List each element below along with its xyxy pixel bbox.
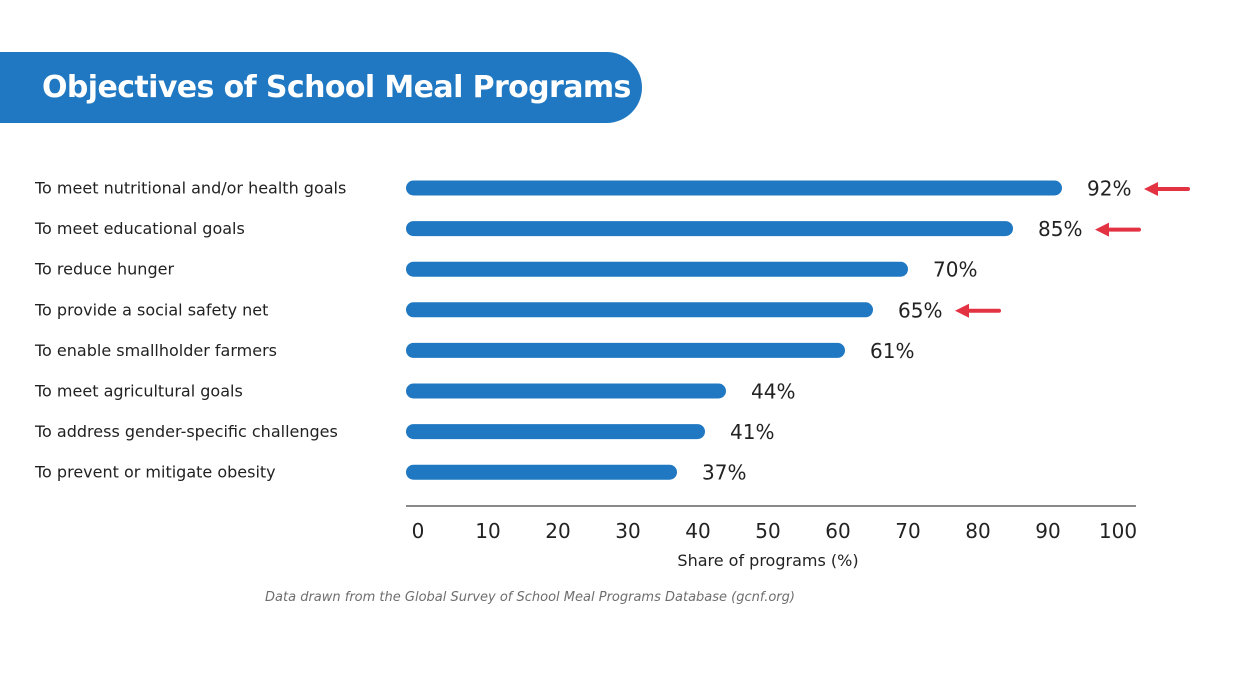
x-tick-label: 30 xyxy=(615,519,640,543)
category-label: To prevent or mitigate obesity xyxy=(34,463,276,482)
bar xyxy=(406,302,873,318)
page-title: Objectives of School Meal Programs xyxy=(42,70,631,105)
category-label: To address gender-specific challenges xyxy=(34,422,338,441)
value-label: 41% xyxy=(730,420,774,444)
bars xyxy=(406,180,1062,480)
x-tick-label: 20 xyxy=(545,519,570,543)
category-label: To reduce hunger xyxy=(34,260,174,279)
value-label: 85% xyxy=(1038,217,1082,241)
value-label: 65% xyxy=(898,298,942,322)
value-label: 92% xyxy=(1087,177,1131,201)
x-tick-label: 60 xyxy=(825,519,850,543)
x-tick-label: 100 xyxy=(1099,519,1137,543)
x-tick-label: 40 xyxy=(685,519,710,543)
value-label: 70% xyxy=(933,258,977,282)
x-tick-label: 10 xyxy=(475,519,500,543)
x-axis-title: Share of programs (%) xyxy=(677,551,858,570)
value-label: 44% xyxy=(751,380,795,404)
highlight-arrows xyxy=(955,182,1190,318)
bar xyxy=(406,221,1013,237)
source-note: Data drawn from the Global Survey of Sch… xyxy=(265,590,795,605)
bar xyxy=(406,180,1062,196)
highlight-arrow-icon xyxy=(1095,222,1141,237)
category-label: To meet educational goals xyxy=(34,219,245,238)
x-tick-label: 80 xyxy=(965,519,990,543)
x-tick-label: 70 xyxy=(895,519,920,543)
value-label: 37% xyxy=(702,461,746,485)
value-label: 61% xyxy=(870,339,914,363)
x-tick-label: 90 xyxy=(1035,519,1060,543)
x-axis-tick-labels: 0 10 20 30 40 50 60 70 80 90 100 xyxy=(412,519,1137,543)
category-label: To meet agricultural goals xyxy=(34,382,243,401)
highlight-arrow-icon xyxy=(955,303,1001,318)
value-labels: 92%85% 70% 65% 61% 44% 41% 37% xyxy=(702,177,1131,485)
bar xyxy=(406,383,726,399)
bar xyxy=(406,342,845,358)
highlight-arrow-icon xyxy=(1144,182,1190,196)
category-label: To enable smallholder farmers xyxy=(34,341,277,360)
category-label: To provide a social safety net xyxy=(34,300,268,319)
title-banner: Objectives of School Meal Programs xyxy=(0,52,642,123)
x-tick-label: 0 xyxy=(412,519,425,543)
category-labels: To meet nutritional and/or health goals T… xyxy=(34,179,346,482)
bar xyxy=(406,464,677,480)
category-label: To meet nutritional and/or health goals xyxy=(34,179,346,198)
bar xyxy=(406,261,908,277)
x-tick-label: 50 xyxy=(755,519,780,543)
bar xyxy=(406,424,705,440)
